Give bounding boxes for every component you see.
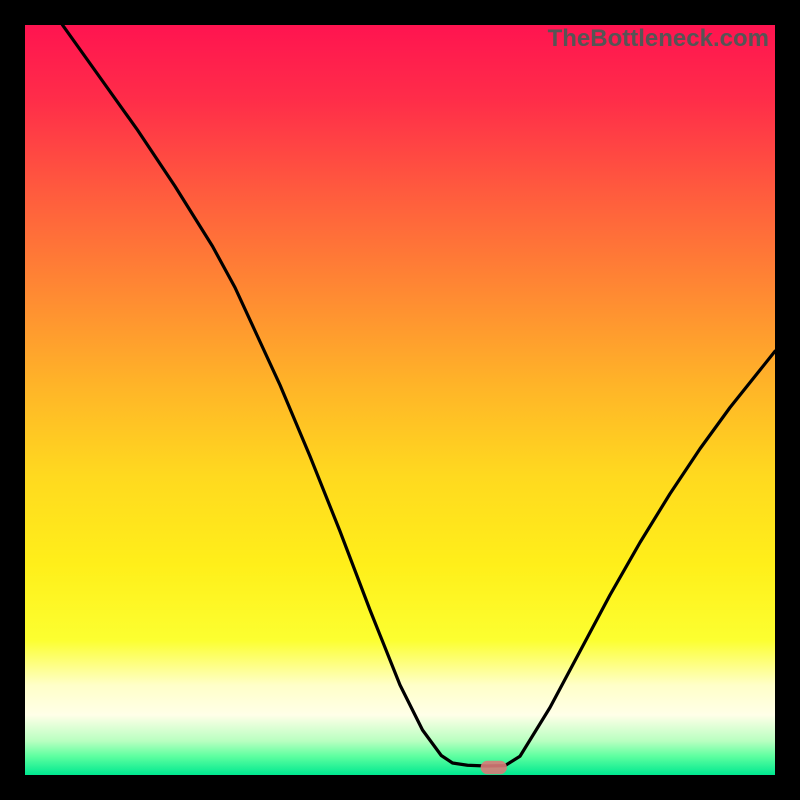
watermark-text: TheBottleneck.com bbox=[548, 25, 769, 53]
plot-svg bbox=[25, 25, 775, 775]
plot-area bbox=[25, 25, 775, 775]
gradient-background bbox=[25, 25, 775, 775]
optimal-marker bbox=[481, 761, 507, 775]
chart-frame: TheBottleneck.com bbox=[0, 0, 800, 800]
